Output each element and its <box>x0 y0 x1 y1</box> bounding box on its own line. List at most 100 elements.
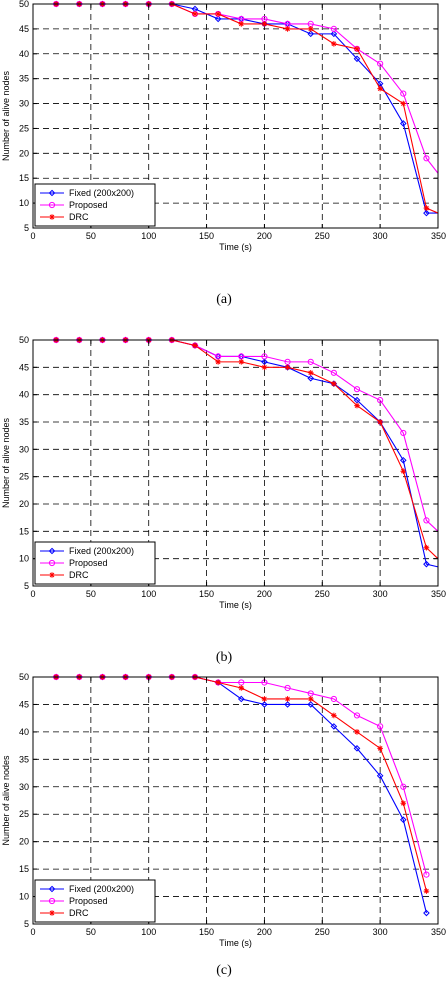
y-tick-label: 25 <box>19 123 29 133</box>
data-point <box>377 397 384 404</box>
chart-panel-3: 0 50 100 150 200 250 300 350 5 10 15 20 25 30 35 40 45 50… <box>1 672 446 978</box>
data-point <box>284 26 291 32</box>
legend-swatch-marker <box>48 897 56 905</box>
legend-swatch-marker <box>49 214 55 220</box>
legend-entry: Proposed <box>69 558 108 568</box>
figure-caption: (b) <box>216 650 233 665</box>
data-point <box>400 429 407 437</box>
x-axis-label: Time (s) <box>219 938 252 948</box>
legend-box <box>34 183 156 227</box>
legend-entry: Fixed (200x200) <box>69 188 134 198</box>
legend-entry: Fixed (200x200) <box>69 546 134 556</box>
series-line <box>56 676 427 875</box>
data-point <box>307 30 315 38</box>
y-tick-label: 10 <box>19 198 29 208</box>
plot-frame <box>32 3 439 229</box>
data-point <box>215 359 221 365</box>
data-point <box>353 745 361 752</box>
data-point <box>284 684 291 692</box>
data-point <box>261 358 268 366</box>
chart-panel-1: 0 50 100 150 200 250 300 350 5 10 15 20 25 30 35 40 45 50… <box>1 0 446 307</box>
data-point <box>423 888 430 894</box>
data-point <box>399 120 407 127</box>
legend-entry: DRC <box>69 908 89 918</box>
plot-frame <box>32 339 439 587</box>
y-tick-label: 20 <box>19 837 29 847</box>
data-point <box>400 468 407 474</box>
y-tick-label: 5 <box>24 581 29 591</box>
data-point <box>261 21 268 27</box>
data-point <box>399 816 407 824</box>
data-point <box>192 11 198 17</box>
y-tick-label: 30 <box>19 782 29 792</box>
series-fixed-200x200 <box>52 673 430 917</box>
series-proposed <box>53 673 430 878</box>
data-point <box>307 690 314 697</box>
x-tick-label: 100 <box>141 589 156 599</box>
data-point <box>215 679 221 686</box>
x-axis-label: Time (s) <box>219 600 252 610</box>
data-point <box>330 25 337 32</box>
y-tick-label: 20 <box>19 148 29 158</box>
data-point <box>377 85 383 92</box>
data-point <box>423 517 430 524</box>
y-axis-label: Number of alive nodes <box>1 417 11 508</box>
y-tick-label: 35 <box>19 417 29 427</box>
x-tick-label: 250 <box>315 231 330 241</box>
data-point <box>377 723 384 730</box>
data-point <box>423 871 430 878</box>
data-point <box>238 353 245 360</box>
x-tick-label: 300 <box>373 927 388 937</box>
y-tick-label: 5 <box>24 223 29 233</box>
series-line <box>56 3 438 214</box>
x-tick-label: 150 <box>199 927 214 937</box>
data-point <box>331 41 337 47</box>
legend: Fixed (200x200) Proposed DRC <box>34 183 156 227</box>
y-tick-label: 15 <box>19 173 29 183</box>
data-point <box>261 353 268 360</box>
data-point <box>399 456 407 464</box>
data-point <box>215 11 221 17</box>
y-tick-label: 50 <box>19 335 29 345</box>
legend-swatch-marker <box>48 189 56 197</box>
legend-entry: Proposed <box>69 200 108 210</box>
x-tick-label: 0 <box>30 231 35 241</box>
x-tick-label: 100 <box>141 927 156 937</box>
legend-entry: DRC <box>69 570 89 580</box>
data-point <box>307 696 314 702</box>
y-tick-label: 25 <box>19 809 29 819</box>
data-point <box>400 800 407 807</box>
y-axis-label: Number of alive nodes <box>1 755 11 846</box>
x-tick-label: 150 <box>199 231 214 241</box>
data-point <box>377 419 383 425</box>
data-point <box>353 55 361 63</box>
data-point <box>238 679 245 686</box>
plot-frame <box>32 676 439 925</box>
legend-swatch-marker <box>49 910 55 916</box>
x-tick-label: 0 <box>30 927 35 937</box>
data-point <box>237 695 245 703</box>
x-tick-label: 300 <box>373 589 388 599</box>
x-tick-label: 50 <box>86 231 96 241</box>
legend-entry: Fixed (200x200) <box>69 884 134 894</box>
legend-swatch-marker <box>48 559 56 567</box>
x-tick-label: 200 <box>257 231 272 241</box>
y-tick-label: 10 <box>19 892 29 902</box>
x-axis-label: Time (s) <box>219 242 252 252</box>
y-tick-label: 40 <box>19 49 29 59</box>
legend-entry: Proposed <box>69 896 108 906</box>
y-tick-label: 45 <box>19 362 29 372</box>
legend: Fixed (200x200) Proposed DRC <box>34 879 156 923</box>
data-point <box>423 544 430 551</box>
y-tick-label: 5 <box>24 919 29 929</box>
data-point <box>331 712 337 719</box>
y-tick-label: 45 <box>19 24 29 34</box>
data-point <box>423 205 430 211</box>
legend-swatch-marker <box>48 201 56 209</box>
y-tick-label: 10 <box>19 554 29 564</box>
x-tick-label: 50 <box>86 589 96 599</box>
y-tick-label: 45 <box>19 699 29 709</box>
x-tick-label: 150 <box>199 589 214 599</box>
data-point <box>238 685 245 691</box>
data-point <box>377 745 383 752</box>
